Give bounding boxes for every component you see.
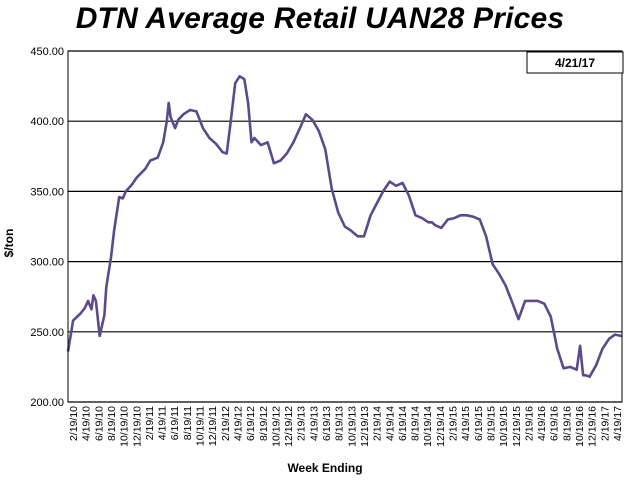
x-tick-label: 10/19/11: [195, 406, 207, 446]
x-tick-label: 6/19/13: [321, 406, 333, 441]
x-tick-label: 2/19/12: [220, 406, 232, 441]
y-tick-label: 400.00: [30, 116, 64, 128]
date-box-label: 4/21/17: [555, 56, 595, 70]
x-tick-label: 12/19/12: [283, 406, 295, 447]
x-tick-label: 4/19/13: [308, 406, 320, 441]
x-tick-label: 12/19/15: [511, 406, 523, 447]
x-tick-label: 2/19/11: [144, 406, 156, 440]
x-tick-label: 2/19/13: [296, 406, 308, 441]
x-tick-label: 6/19/10: [93, 406, 105, 441]
x-tick-label: 4/19/10: [81, 406, 93, 441]
x-tick-label: 2/19/10: [68, 406, 80, 441]
date-box: 4/21/17: [526, 51, 624, 74]
x-tick-label: 4/19/12: [232, 406, 244, 441]
x-tick-label: 6/19/16: [549, 406, 561, 441]
y-axis-title: $/ton: [2, 229, 16, 258]
x-tick-label: 12/19/10: [131, 406, 143, 447]
x-tick-label: 8/19/11: [182, 406, 194, 440]
x-tick-label: 8/19/15: [485, 406, 497, 441]
x-axis-title: Week Ending: [287, 461, 362, 475]
x-tick-label: 2/19/14: [372, 406, 384, 441]
x-tick-label: 4/19/15: [460, 406, 472, 441]
x-tick-label: 8/19/10: [106, 406, 118, 441]
x-tick-label: 10/19/12: [270, 406, 282, 447]
x-tick-label: 6/19/15: [473, 406, 485, 441]
x-tick-label: 8/19/14: [410, 406, 422, 441]
x-tick-label: 8/19/13: [334, 406, 346, 441]
x-tick-label: 6/19/12: [245, 406, 257, 441]
price-series-line: [66, 75, 623, 378]
x-tick-label: 4/19/14: [384, 406, 396, 441]
x-tick-label: 8/19/12: [258, 406, 270, 441]
x-tick-label: 2/19/15: [448, 406, 460, 441]
x-tick-label: 12/19/13: [359, 406, 371, 447]
y-tick-label: 300.00: [30, 257, 64, 269]
x-tick-label: 2/19/17: [599, 406, 611, 441]
x-tick-label: 10/19/15: [498, 406, 510, 447]
x-tick-label: 10/19/13: [346, 406, 358, 447]
plot-area-frame: [67, 50, 623, 403]
chart-title: DTN Average Retail UAN28 Prices: [75, 2, 565, 35]
y-tick-labels: 200.00 250.00 300.00 350.00 400.00 450.00: [30, 46, 64, 409]
x-tick-label: 10/19/14: [422, 406, 434, 447]
y-tick-label: 350.00: [30, 186, 64, 198]
x-tick-label: 10/19/16: [574, 406, 586, 447]
x-tick-label: 8/19/16: [561, 406, 573, 441]
y-tick-label: 450.00: [30, 46, 64, 58]
x-tick-label: 2/19/16: [523, 406, 535, 441]
x-tick-label: 12/19/16: [587, 406, 599, 447]
x-tick-label: 6/19/11: [169, 406, 181, 440]
x-tick-label: 4/19/17: [612, 406, 624, 441]
x-tick-label: 6/19/14: [397, 406, 409, 441]
y-tick-label: 250.00: [30, 327, 64, 339]
x-tick-label: 10/19/10: [119, 406, 131, 447]
x-tick-label: 4/19/11: [157, 406, 169, 440]
x-tick-label: 12/19/11: [207, 406, 219, 446]
x-tick-labels: 2/19/10 4/19/10 6/19/10 8/19/10 10/19/10 12/1…: [68, 406, 624, 447]
y-tick-label: 200.00: [30, 397, 64, 409]
x-tick-label: 4/19/16: [536, 406, 548, 441]
x-tick-label: 12/19/14: [435, 406, 447, 447]
